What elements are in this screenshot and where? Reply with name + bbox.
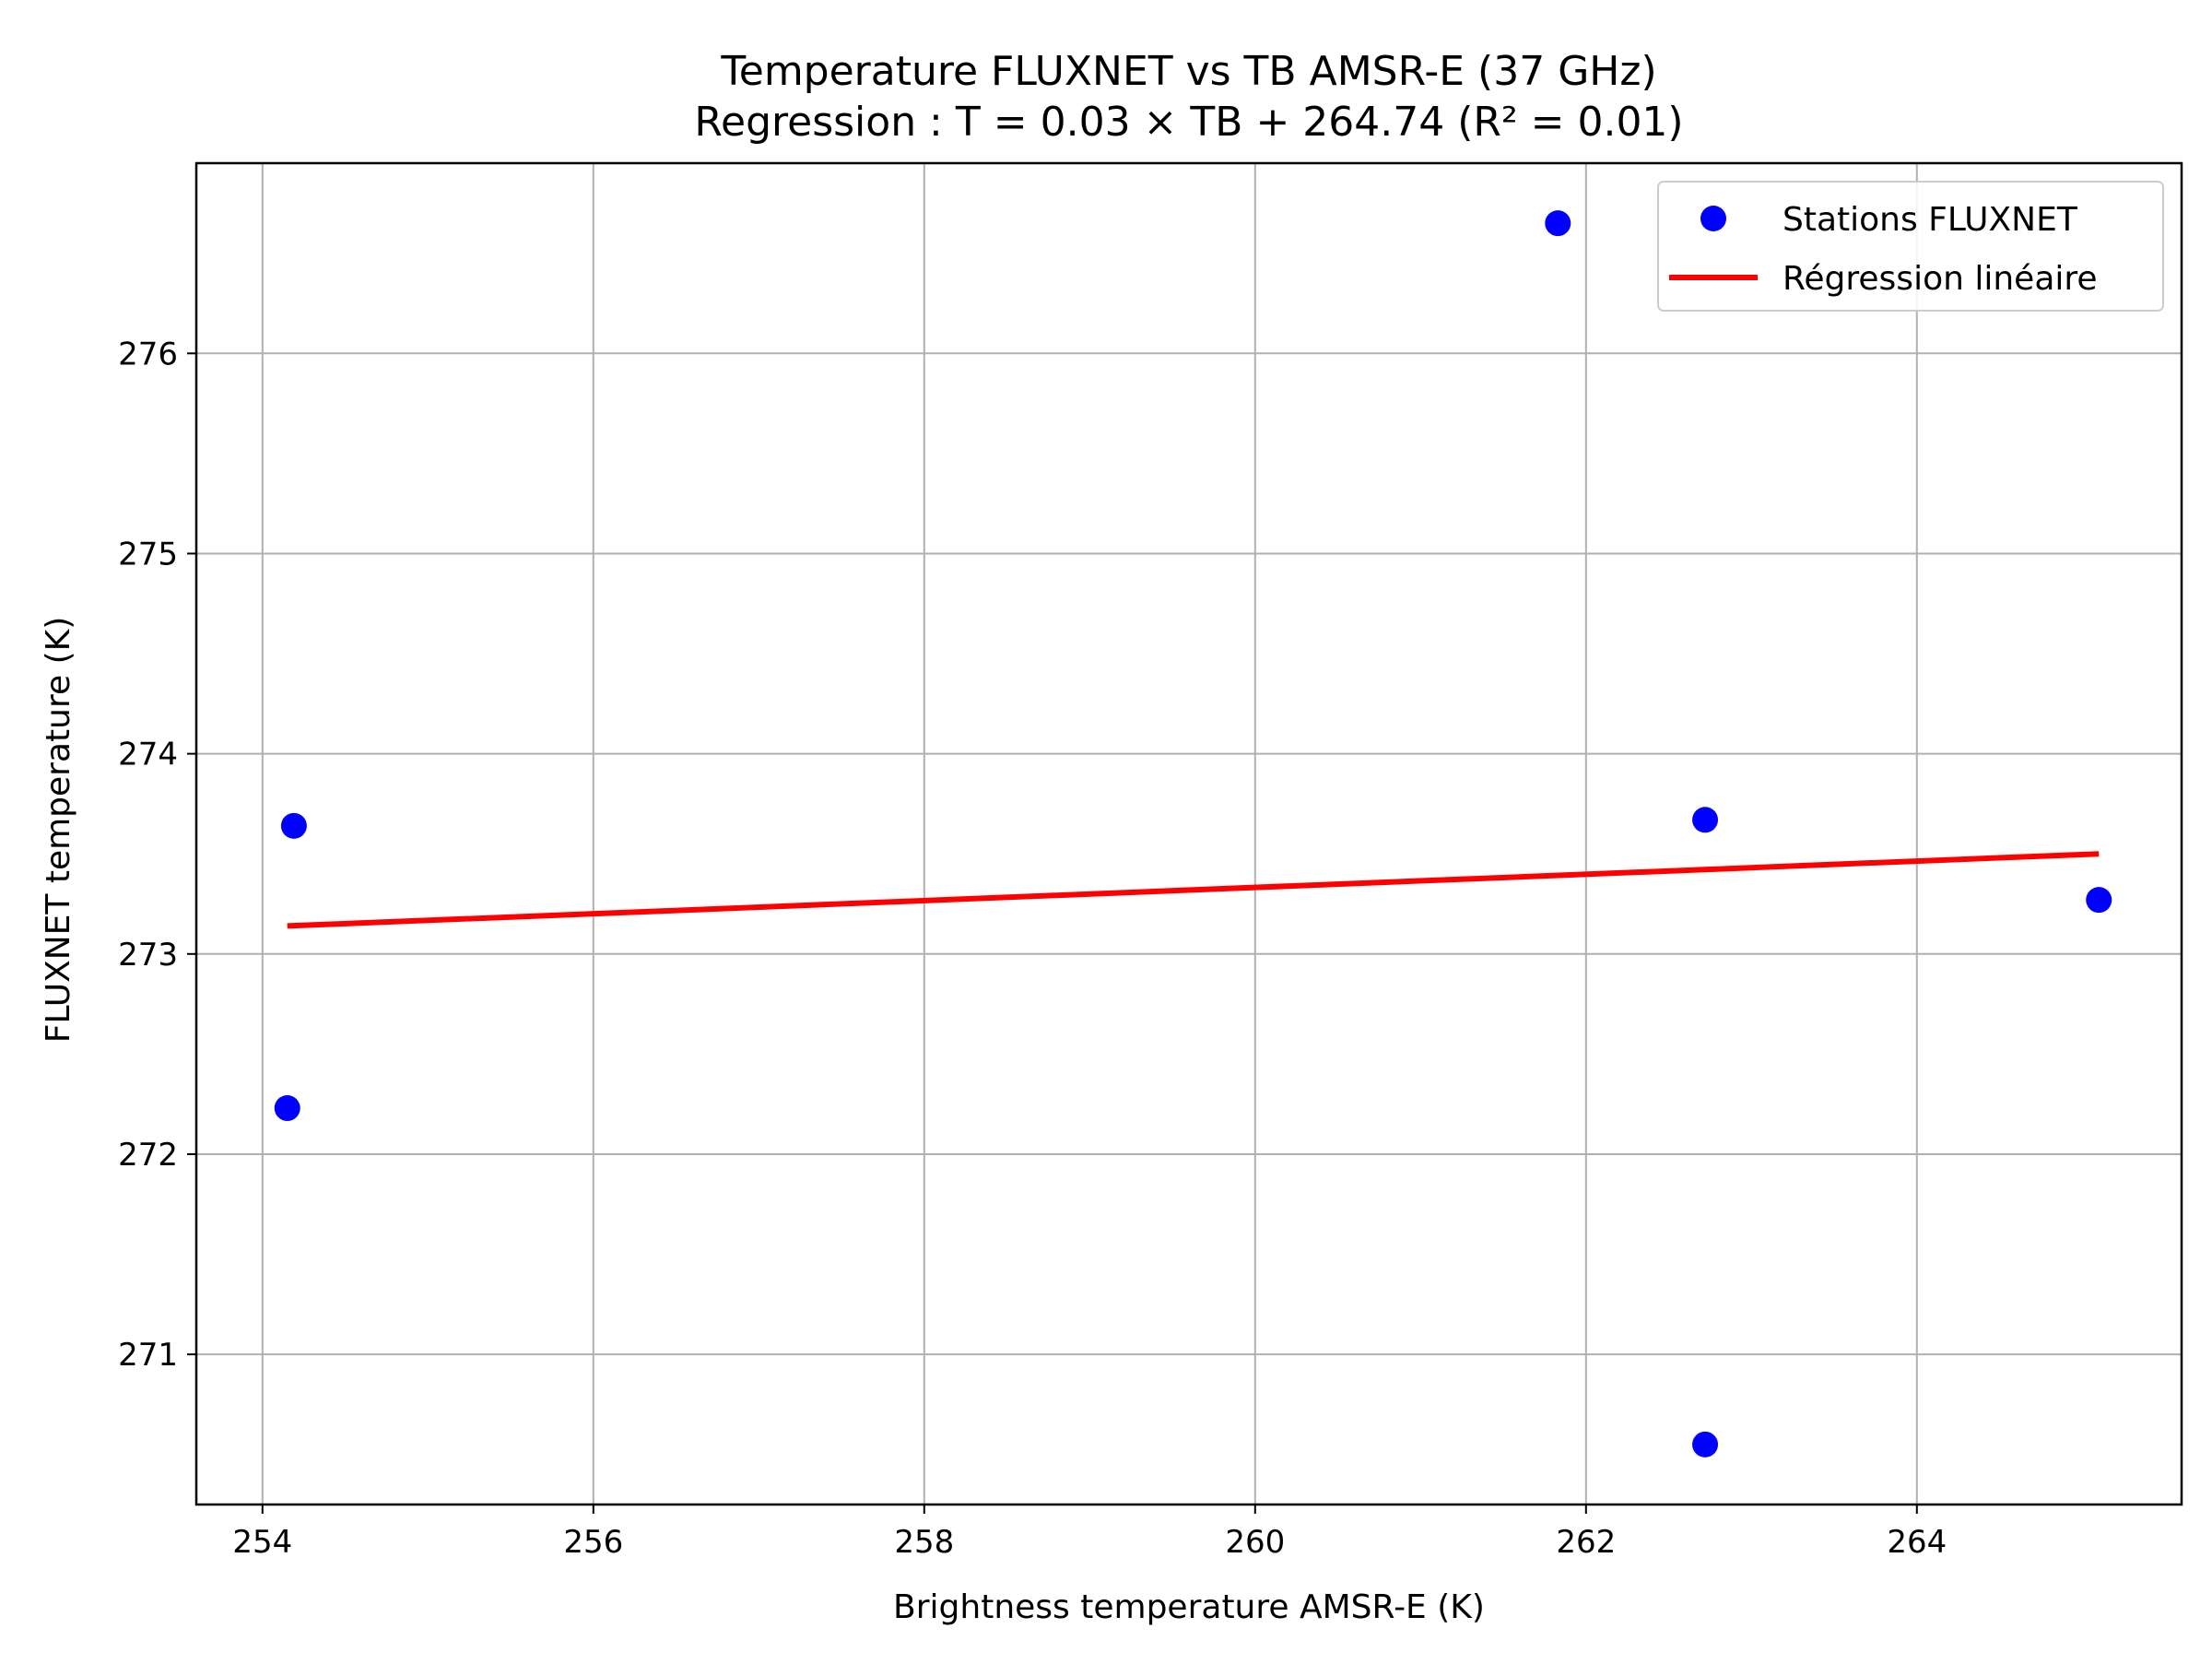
x-tick-label: 262: [1556, 1524, 1616, 1561]
legend-box: [1657, 181, 2164, 312]
station-point: [280, 812, 307, 839]
x-tick-label: 258: [894, 1524, 954, 1561]
chart-subtitle: Regression : T = 0.03 × TB + 264.74 (R² …: [694, 99, 1683, 146]
x-tick-label: 264: [1887, 1524, 1947, 1561]
station-point: [1545, 210, 1571, 237]
axis-ticks: 254 256 258 260 262 264 271 272 273 274 275 276: [118, 336, 1947, 1561]
station-point: [1692, 807, 1719, 833]
y-tick-label: 272: [118, 1137, 178, 1174]
y-tick-label: 275: [118, 536, 178, 572]
legend-label: Stations FLUXNET: [1783, 201, 2078, 239]
x-tick-label: 260: [1225, 1524, 1285, 1561]
y-tick-label: 274: [118, 737, 178, 773]
plot-series: [274, 210, 2112, 1457]
legend-marker-swatch: [1700, 206, 1726, 231]
plot-frame: [194, 161, 2183, 1506]
legend: Stations FLUXNET Régression linéaire: [1657, 181, 2164, 312]
x-tick-label: 254: [232, 1524, 292, 1561]
y-tick-label: 271: [118, 1337, 178, 1374]
legend-label: Régression linéaire: [1783, 260, 2098, 298]
regression-line: [287, 851, 2100, 929]
x-axis-label: Brightness temperature AMSR-E (K): [893, 1588, 1485, 1626]
station-point: [274, 1095, 300, 1122]
chart-title: Temperature FLUXNET vs TB AMSR-E (37 GHz…: [720, 48, 1656, 95]
station-point: [2086, 887, 2112, 914]
x-tick-label: 256: [563, 1524, 623, 1561]
y-tick-label: 276: [118, 336, 178, 372]
station-point: [1692, 1431, 1719, 1457]
y-axis-label: FLUXNET temperature (K): [40, 617, 77, 1044]
grid: [196, 163, 2182, 1505]
y-tick-label: 273: [118, 937, 178, 974]
